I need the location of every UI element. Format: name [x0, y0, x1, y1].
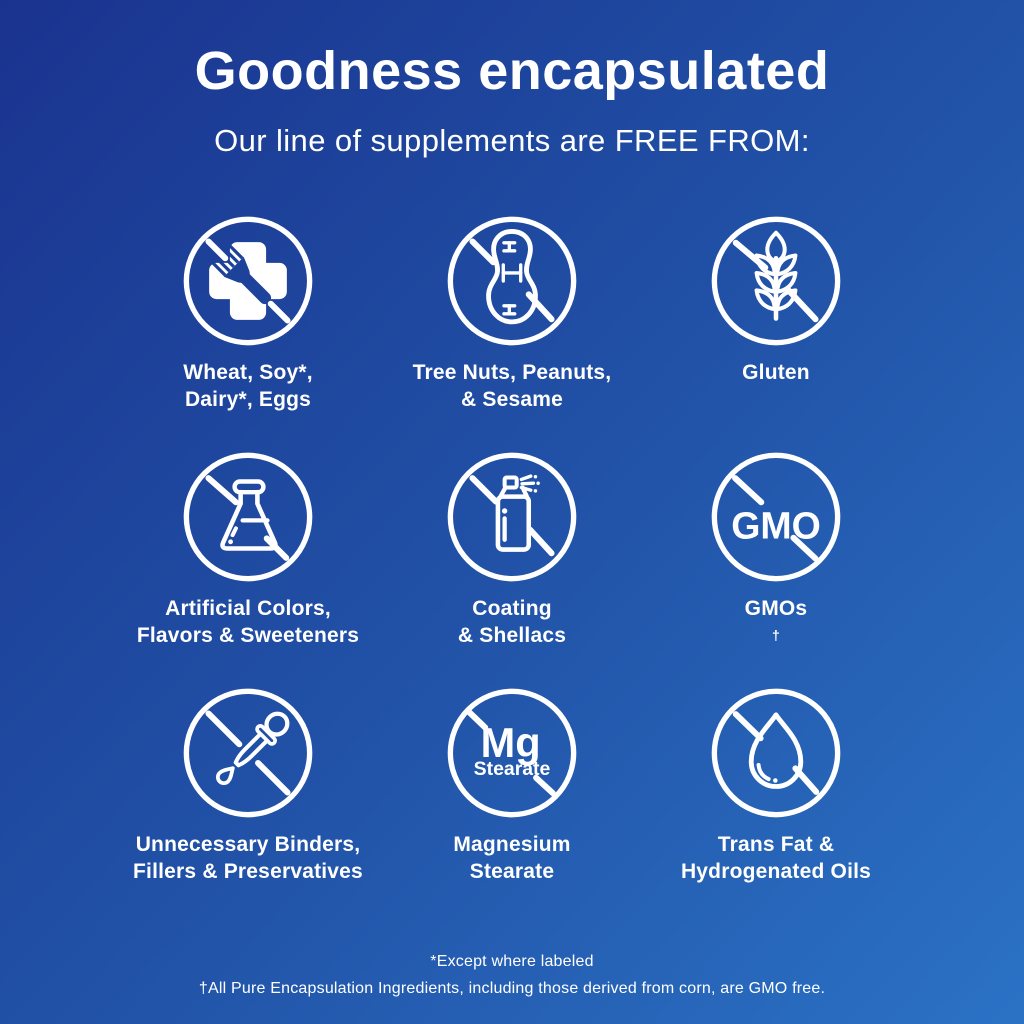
footnote-asterisk: *Except where labeled: [430, 953, 594, 970]
grid-item-artificial: Artificial Colors, Flavors & Sweeteners: [116, 450, 380, 652]
grid-item-trans-fat: Trans Fat & Hydrogenated Oils: [644, 686, 908, 888]
grid-item-gmos: GMO GMOs †: [644, 450, 908, 652]
grid-item-nuts: Tree Nuts, Peanuts, & Sesame: [380, 214, 644, 416]
grid-item-allergens: Wheat, Soy*, Dairy*, Eggs: [116, 214, 380, 416]
item-label: GMOs †: [744, 597, 808, 643]
item-label: Artificial Colors, Flavors & Sweeteners: [136, 597, 360, 647]
no-peanut-icon: [445, 214, 579, 348]
item-label: Wheat, Soy*, Dairy*, Eggs: [183, 361, 313, 411]
item-label: Trans Fat & Hydrogenated Oils: [680, 833, 872, 883]
item-label: Coating & Shellacs: [457, 597, 567, 647]
no-gmo-icon: GMO: [709, 450, 843, 584]
no-oil-drop-icon: [709, 686, 843, 820]
page-subtitle: Our line of supplements are FREE FROM:: [214, 123, 810, 158]
grid-item-gluten: Gluten: [644, 214, 908, 416]
footnotes: *Except where labeled †All Pure Encapsul…: [0, 948, 1024, 1002]
svg-text:Mg: Mg: [481, 719, 541, 766]
no-flask-icon: [181, 450, 315, 584]
footnote-dagger: †All Pure Encapsulation Ingredients, inc…: [198, 980, 826, 997]
item-label: Unnecessary Binders, Fillers & Preservat…: [133, 833, 363, 883]
no-spray-can-icon: [445, 450, 579, 584]
page-title: Goodness encapsulated: [194, 41, 830, 101]
no-dropper-icon: [181, 686, 315, 820]
no-fork-cross-icon: [181, 214, 315, 348]
dagger-superscript: †: [772, 627, 780, 643]
grid-item-mg-stearate: Mg Stearate Magnesium Stearate: [380, 686, 644, 888]
no-mg-stearate-icon: Mg Stearate: [445, 686, 579, 820]
item-label: Gluten: [742, 361, 810, 384]
grid-item-binders: Unnecessary Binders, Fillers & Preservat…: [116, 686, 380, 888]
item-label: Magnesium Stearate: [453, 833, 571, 883]
header: Goodness encapsulated Our line of supple…: [0, 0, 1024, 160]
svg-text:GMO: GMO: [731, 504, 821, 546]
grid-item-coating: Coating & Shellacs: [380, 450, 644, 652]
item-label: Tree Nuts, Peanuts, & Sesame: [412, 361, 612, 411]
no-wheat-icon: [709, 214, 843, 348]
svg-text:Stearate: Stearate: [474, 758, 551, 780]
icon-grid: Wheat, Soy*, Dairy*, Eggs: [0, 214, 1024, 888]
